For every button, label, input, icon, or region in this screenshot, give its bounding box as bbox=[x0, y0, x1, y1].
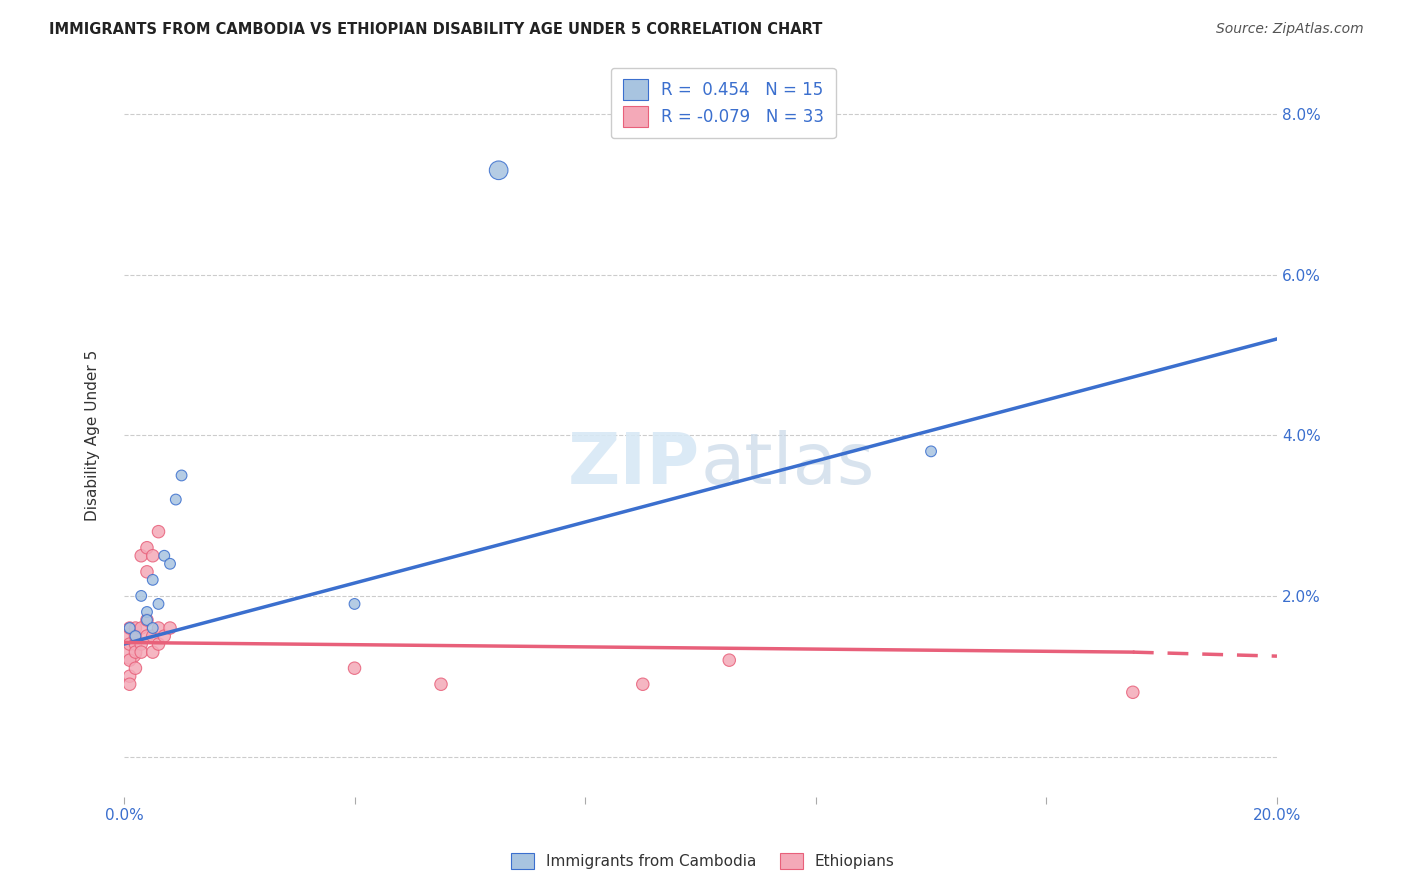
Point bbox=[343, 597, 366, 611]
Y-axis label: Disability Age Under 5: Disability Age Under 5 bbox=[86, 350, 100, 521]
Point bbox=[136, 541, 159, 555]
Point bbox=[124, 645, 146, 659]
Point bbox=[118, 645, 141, 659]
Point bbox=[129, 621, 152, 635]
Point bbox=[136, 613, 159, 627]
Point bbox=[118, 677, 141, 691]
Point bbox=[136, 565, 159, 579]
Point bbox=[148, 621, 170, 635]
Point bbox=[129, 645, 152, 659]
Point bbox=[488, 163, 510, 178]
Point bbox=[148, 597, 170, 611]
Text: ZIP: ZIP bbox=[568, 430, 700, 499]
Point bbox=[124, 621, 146, 635]
Point bbox=[343, 661, 366, 675]
Point bbox=[124, 629, 146, 643]
Point bbox=[920, 444, 942, 458]
Point bbox=[153, 549, 176, 563]
Point bbox=[142, 621, 165, 635]
Legend: Immigrants from Cambodia, Ethiopians: Immigrants from Cambodia, Ethiopians bbox=[505, 847, 901, 875]
Point bbox=[136, 629, 159, 643]
Point bbox=[159, 557, 181, 571]
Point bbox=[124, 661, 146, 675]
Point bbox=[142, 573, 165, 587]
Text: Source: ZipAtlas.com: Source: ZipAtlas.com bbox=[1216, 22, 1364, 37]
Point bbox=[430, 677, 453, 691]
Point bbox=[118, 669, 141, 683]
Text: atlas: atlas bbox=[700, 430, 875, 499]
Point bbox=[118, 621, 141, 635]
Point bbox=[165, 492, 187, 507]
Point bbox=[136, 605, 159, 619]
Point bbox=[136, 613, 159, 627]
Point bbox=[148, 524, 170, 539]
Point bbox=[159, 621, 181, 635]
Point bbox=[153, 629, 176, 643]
Point bbox=[124, 629, 146, 643]
Legend: R =  0.454   N = 15, R = -0.079   N = 33: R = 0.454 N = 15, R = -0.079 N = 33 bbox=[612, 68, 835, 138]
Point bbox=[631, 677, 654, 691]
Point bbox=[718, 653, 741, 667]
Point bbox=[118, 637, 141, 651]
Point bbox=[118, 653, 141, 667]
Point bbox=[142, 629, 165, 643]
Point bbox=[129, 637, 152, 651]
Point bbox=[129, 589, 152, 603]
Point bbox=[142, 645, 165, 659]
Point bbox=[129, 549, 152, 563]
Point bbox=[170, 468, 193, 483]
Point bbox=[118, 621, 141, 635]
Point bbox=[124, 637, 146, 651]
Point bbox=[142, 549, 165, 563]
Point bbox=[1122, 685, 1144, 699]
Point bbox=[148, 637, 170, 651]
Text: IMMIGRANTS FROM CAMBODIA VS ETHIOPIAN DISABILITY AGE UNDER 5 CORRELATION CHART: IMMIGRANTS FROM CAMBODIA VS ETHIOPIAN DI… bbox=[49, 22, 823, 37]
Point bbox=[118, 629, 141, 643]
